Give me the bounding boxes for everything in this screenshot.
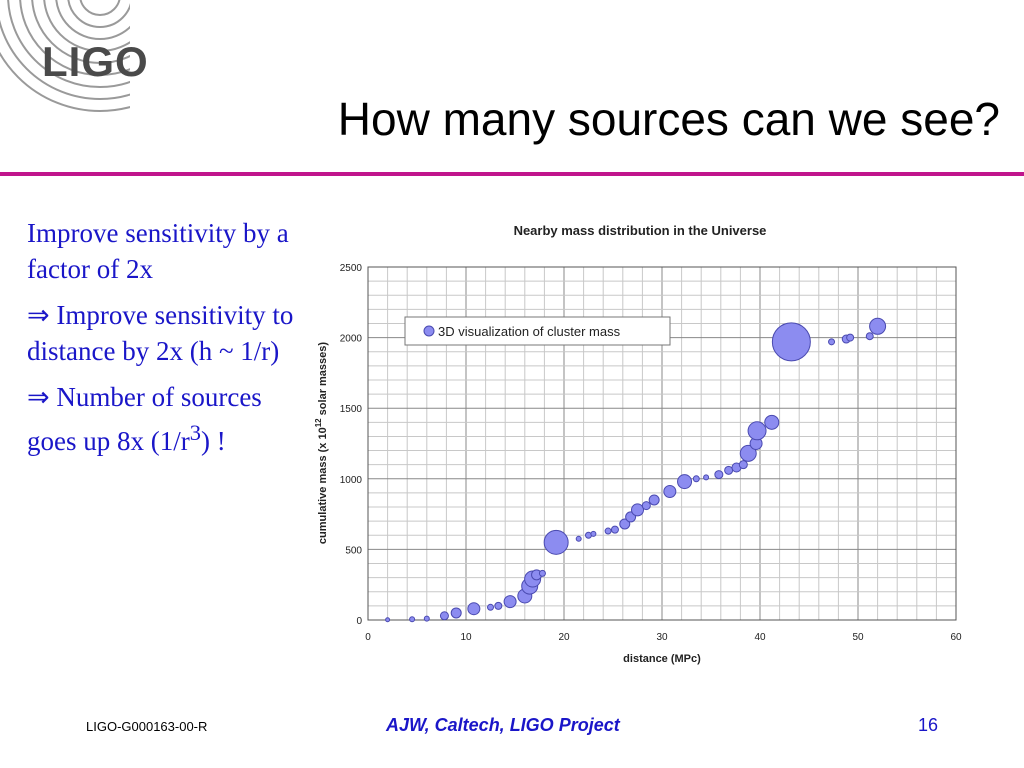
ligo-logo-rings-icon [0,0,130,112]
chart-panel: Nearby mass distribution in the Universe… [300,205,982,680]
mass-distribution-chart: Nearby mass distribution in the Universe… [314,223,962,665]
data-bubble [610,525,619,534]
data-bubble [590,530,597,537]
x-tick-label: 50 [852,632,864,643]
data-bubble [764,414,780,430]
x-axis-label: distance (MPc) [623,653,701,665]
y-tick-label: 1000 [340,475,363,486]
data-bubble [724,465,734,475]
plot-frame [367,266,957,621]
data-bubbles [385,317,887,623]
data-bubble [543,529,569,555]
data-bubble [677,474,693,490]
data-bubble [663,485,677,499]
x-tick-label: 10 [460,632,472,643]
chart-legend: 3D visualization of cluster mass [404,316,671,346]
y-tick-label: 2500 [340,263,363,274]
y-axis-ticks: 0 500 1000 1500 2000 2500 [340,263,363,627]
data-bubble [641,501,651,511]
x-tick-label: 0 [365,632,371,643]
bullet-2-text: Improve sensitivity to distance by 2x (h… [27,300,294,366]
bullet-3-end: ) ! [200,426,226,456]
bullet-3-exponent: 3 [189,420,201,445]
data-bubble [631,503,644,517]
data-bubble [771,322,811,362]
data-bubble [423,615,430,622]
data-bubble [865,332,874,341]
data-bubble [503,595,517,609]
data-bubble [538,569,546,577]
data-bubble [450,607,462,619]
ligo-logo: LIGO [42,38,149,85]
y-tick-label: 1500 [340,404,363,415]
data-bubble [467,602,481,616]
y-tick-label: 0 [356,616,362,627]
bullet-1: Improve sensitivity by a factor of 2x [27,215,295,287]
y-tick-label: 2000 [340,334,363,345]
y-axis-label-exponent: 12 [314,418,323,427]
slide-title: How many sources can we see? [337,93,1000,145]
data-bubble [703,474,710,481]
y-tick-label: 500 [345,545,362,556]
y-axis-label: cumulative mass (x 1012 solar masses) [314,342,329,544]
x-tick-label: 60 [950,632,962,643]
bullet-list: Improve sensitivity by a factor of 2x ⇒ … [27,215,295,469]
bullet-1-text: Improve sensitivity by a factor of 2x [27,218,289,284]
footer-attribution: AJW, Caltech, LIGO Project [386,715,620,735]
data-bubble [692,475,700,483]
data-bubble [648,494,660,506]
data-bubble [828,338,836,346]
data-bubble [604,527,612,535]
data-bubble [494,601,503,610]
data-bubble [869,317,887,335]
data-bubble [575,535,582,542]
y-axis-label-main: cumulative mass (x 10 [317,427,329,544]
page-number: 16 [918,715,939,735]
legend-swatch-icon [423,325,435,337]
data-bubble [385,617,391,623]
data-bubble [747,421,767,441]
legend-box [404,316,671,346]
x-tick-label: 20 [558,632,570,643]
x-tick-label: 30 [656,632,668,643]
legend-label: 3D visualization of cluster mass [438,324,621,339]
implies-arrow-icon: ⇒ [27,382,50,412]
chart-title: Nearby mass distribution in the Universe [514,223,767,238]
bullet-3: ⇒ Number of sources goes up 8x (1/r3) ! [27,379,295,459]
bullet-2: ⇒ Improve sensitivity to distance by 2x … [27,297,295,369]
data-bubble [714,470,724,480]
x-axis-ticks: 0 10 20 30 40 50 60 [365,632,962,643]
data-bubble [439,611,449,621]
implies-arrow-icon: ⇒ [27,300,50,330]
data-bubble [409,616,416,623]
y-axis-label-end: solar masses) [317,342,329,419]
title-divider [0,172,1024,176]
data-bubble [738,460,748,470]
data-bubble [619,518,631,530]
data-bubble [487,603,494,611]
data-bubble [739,444,757,462]
data-bubble [846,333,855,342]
bullet-3-text: Number of sources goes up 8x (1/r [27,382,262,456]
footer-doc-id: LIGO-G000163-00-R [86,719,208,734]
x-tick-label: 40 [754,632,766,643]
